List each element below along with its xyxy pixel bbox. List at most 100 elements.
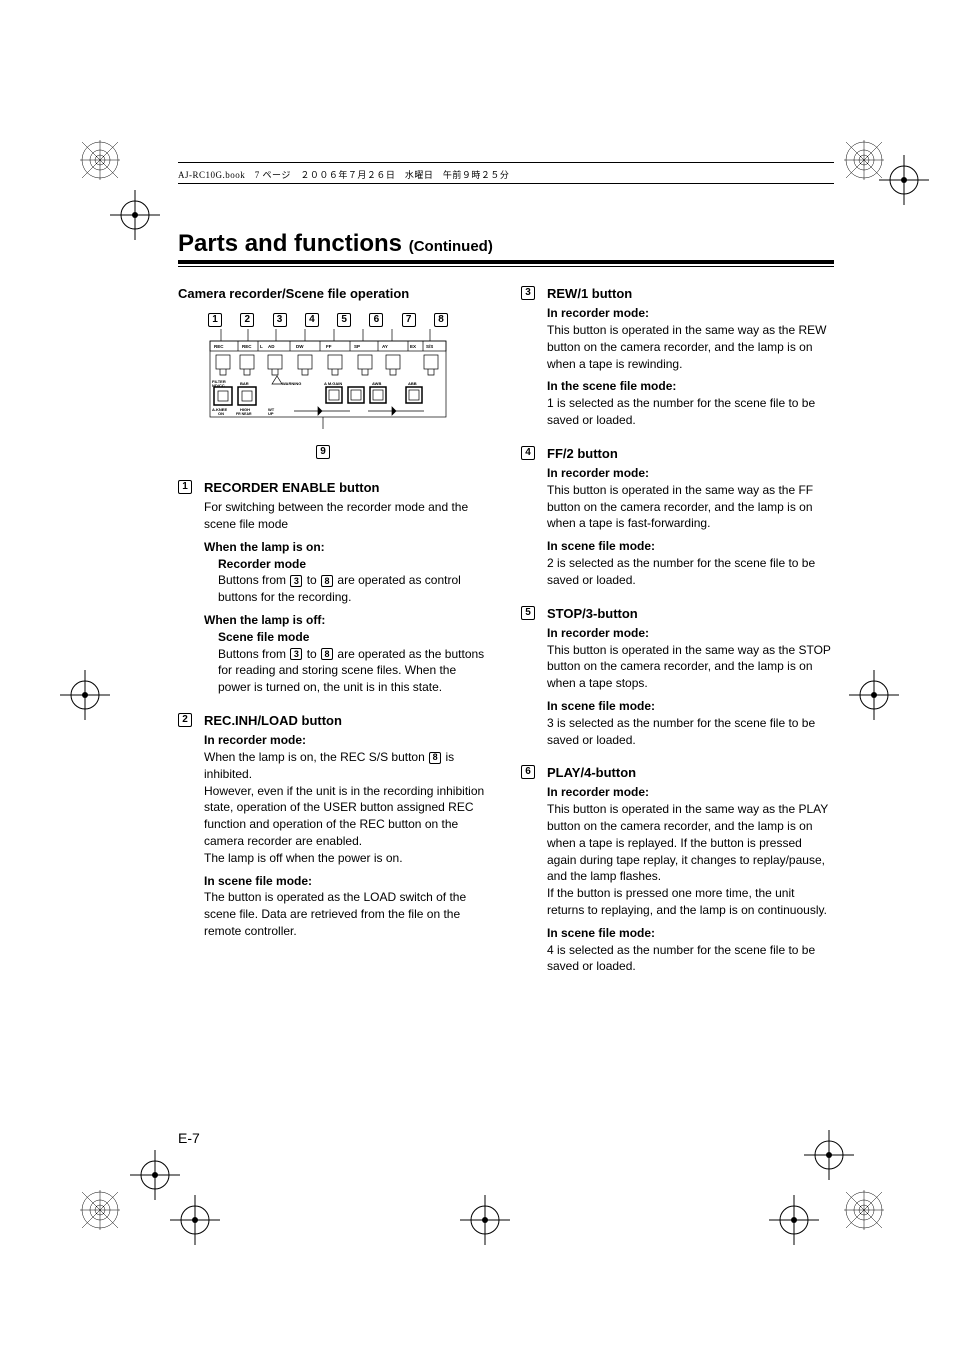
inline-ref-3: 3: [290, 575, 302, 587]
block-text: 4 is selected as the number for the scen…: [547, 942, 834, 976]
control-panel-diagram: 1 2 3 4 5 6 7 8: [208, 313, 448, 459]
item-block: When the lamp is on:Recorder modeButtons…: [204, 539, 491, 606]
reg-mark-icon: [844, 1190, 884, 1230]
page-number: E-7: [178, 1130, 200, 1146]
item-block: When the lamp is off:Scene file modeButt…: [204, 612, 491, 696]
item-3: 3 REW/1 button In recorder mode:This butt…: [521, 285, 834, 435]
block-label: In recorder mode:: [547, 784, 834, 801]
callout-5: 5: [337, 313, 351, 327]
item-title: PLAY/4-button: [547, 764, 834, 782]
block-text: This button is operated in the same way …: [547, 322, 834, 372]
callout-1: 1: [208, 313, 222, 327]
title-rule-thin: [178, 266, 834, 267]
block-text: 1 is selected as the number for the scen…: [547, 395, 834, 429]
svg-text:ND/CC: ND/CC: [212, 383, 225, 388]
svg-text:REC: REC: [214, 344, 224, 349]
cross-mark-icon: [849, 670, 899, 720]
block-label: In recorder mode:: [547, 625, 834, 642]
item-number: 4: [521, 446, 535, 460]
svg-text:AWB: AWB: [372, 381, 381, 386]
block-label: In recorder mode:: [204, 732, 491, 749]
mode-label: Recorder mode: [218, 556, 491, 573]
callout-7: 7: [402, 313, 416, 327]
block-text: This button is operated in the same way …: [547, 642, 834, 692]
subsection-title: Camera recorder/Scene file operation: [178, 285, 491, 303]
svg-text:ABB: ABB: [408, 381, 417, 386]
svg-text:SP: SP: [354, 344, 360, 349]
block-text: 2 is selected as the number for the scen…: [547, 555, 834, 589]
cross-mark-icon: [804, 1130, 854, 1180]
svg-text:DW: DW: [296, 344, 304, 349]
block-label: In recorder mode:: [547, 465, 834, 482]
item-block: In recorder mode:This button is operated…: [547, 625, 834, 692]
block-text: This button is operated in the same way …: [547, 801, 834, 885]
item-title: FF/2 button: [547, 445, 834, 463]
item-block: In recorder mode:This button is operated…: [547, 465, 834, 532]
callout-3: 3: [273, 313, 287, 327]
block-label: When the lamp is on:: [204, 539, 491, 556]
block-label: In recorder mode:: [547, 305, 834, 322]
block-text: The button is operated as the LOAD switc…: [204, 889, 491, 939]
item-desc: For switching between the recorder mode …: [204, 499, 491, 533]
svg-text:AY: AY: [382, 344, 388, 349]
svg-text:L: L: [260, 344, 263, 349]
item-2: 2 REC.INH/LOAD button In recorder mode:Wh…: [178, 712, 491, 946]
item-number: 1: [178, 480, 192, 494]
title-main: Parts and functions: [178, 230, 409, 257]
svg-text:ON: ON: [218, 411, 224, 416]
item-block: In recorder mode:This button is operated…: [547, 305, 834, 372]
block-text: 3 is selected as the number for the scen…: [547, 715, 834, 749]
item-number: 3: [521, 286, 535, 300]
block-text: Buttons from 3 to 8 are operated as the …: [218, 646, 491, 696]
callout-8: 8: [434, 313, 448, 327]
inline-ref-3: 3: [290, 648, 302, 660]
block-text: When the lamp is on, the REC S/S button …: [204, 749, 491, 783]
svg-text:BAR: BAR: [240, 381, 249, 386]
item-block: In recorder mode:When the lamp is on, th…: [204, 732, 491, 866]
block-extra: The lamp is off when the power is on.: [204, 850, 491, 867]
item-block: In scene file mode:4 is selected as the …: [547, 925, 834, 975]
cross-mark-icon: [110, 190, 160, 240]
svg-text:WARNING: WARNING: [282, 381, 301, 386]
cross-mark-icon: [130, 1150, 180, 1200]
callout-6: 6: [369, 313, 383, 327]
cross-mark-icon: [879, 155, 929, 205]
callout-4: 4: [305, 313, 319, 327]
reg-mark-icon: [844, 140, 884, 180]
reg-mark-icon: [80, 1190, 120, 1230]
svg-text:EX: EX: [410, 344, 416, 349]
callout-2: 2: [240, 313, 254, 327]
item-title: STOP/3-button: [547, 605, 834, 623]
item-number: 2: [178, 713, 192, 727]
item-block: In scene file mode:3 is selected as the …: [547, 698, 834, 748]
right-column: 3 REW/1 buttonIn recorder mode:This butt…: [521, 285, 834, 991]
callout-9: 9: [316, 445, 330, 459]
svg-text:A M.GAIN: A M.GAIN: [324, 381, 342, 386]
inline-ref-8: 8: [321, 648, 333, 660]
block-text: This button is operated in the same way …: [547, 482, 834, 532]
item-number: 6: [521, 765, 535, 779]
item-block: In recorder mode:This button is operated…: [547, 784, 834, 918]
title-continued: (Continued): [409, 238, 493, 255]
section-title: Parts and functions (Continued): [178, 230, 834, 258]
cross-mark-icon: [170, 1195, 220, 1245]
panel-diagram-svg: RECREC LAD DWFF SPAY EXS/S FILTERND/CC B…: [208, 329, 448, 439]
left-column: Camera recorder/Scene file operation 1 2 3…: [178, 285, 491, 991]
item-number: 5: [521, 606, 535, 620]
block-label: In scene file mode:: [204, 873, 491, 890]
item-title: REC.INH/LOAD button: [204, 712, 491, 730]
item-title: RECORDER ENABLE button: [204, 479, 491, 497]
cross-mark-icon: [60, 670, 110, 720]
block-text: Buttons from 3 to 8 are operated as cont…: [218, 572, 491, 606]
item-4: 4 FF/2 button In recorder mode:This butto…: [521, 445, 834, 595]
block-label: When the lamp is off:: [204, 612, 491, 629]
block-label: In scene file mode:: [547, 698, 834, 715]
title-rule: [178, 260, 834, 264]
mode-label: Scene file mode: [218, 629, 491, 646]
svg-text:FF: FF: [326, 344, 332, 349]
item-block: In scene file mode:2 is selected as the …: [547, 538, 834, 588]
svg-text:REC: REC: [242, 344, 252, 349]
inline-ref-8: 8: [429, 752, 441, 764]
block-label: In scene file mode:: [547, 925, 834, 942]
item-title: REW/1 button: [547, 285, 834, 303]
